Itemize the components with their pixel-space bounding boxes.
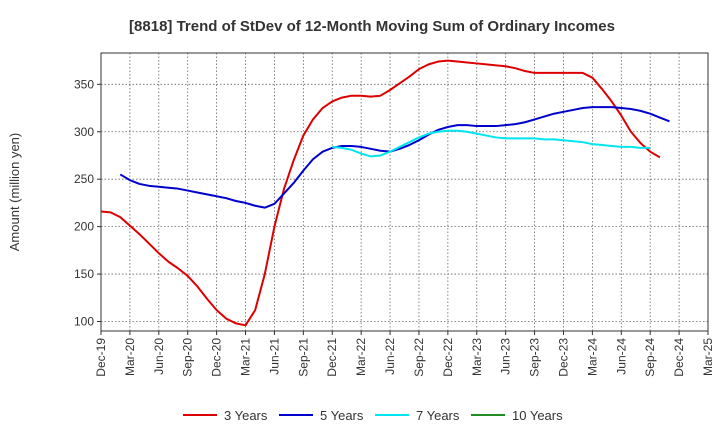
x-tick-label: Mar-23 [470,338,484,376]
plot-frame [100,52,709,332]
y-tick-label: 300 [74,125,94,139]
y-axis-label: Amount (million yen) [7,133,22,252]
series-lines [100,59,670,327]
x-tick-label: Dec-22 [441,338,455,377]
legend-label-0: 3 Years [224,408,268,423]
x-tick-label: Mar-20 [123,338,137,376]
x-tick-label: Dec-20 [210,338,224,377]
x-tick-label: Dec-23 [556,338,570,377]
x-tick-label: Mar-24 [585,338,599,376]
x-tick-label: Jun-21 [267,338,281,375]
y-axis-ticks: 100 150 200 250 300 350 [74,77,101,329]
y-tick-label: 350 [74,77,94,91]
grid [100,53,709,331]
x-axis-ticks: Dec-19 Mar-20 Jun-20 Sep-20 Dec-20 Mar-21 Jun-… [94,331,715,377]
y-tick-label: 200 [74,220,94,234]
x-tick-label: Jun-22 [383,338,397,375]
x-tick-label: Sep-23 [528,338,542,377]
series-line-2 [332,129,651,158]
legend-label-3: 10 Years [512,408,563,423]
x-tick-label: Dec-21 [325,338,339,377]
x-tick-label: Sep-21 [296,338,310,377]
y-tick-label: 100 [74,315,94,329]
legend-label-2: 7 Years [416,408,460,423]
x-tick-label: Mar-25 [701,338,715,376]
x-tick-label: Dec-19 [94,338,108,377]
x-tick-label: Sep-22 [412,338,426,377]
x-tick-label: Dec-24 [672,338,686,377]
legend: 3 Years 5 Years 7 Years 10 Years [183,408,563,423]
series-line-1 [119,106,670,209]
x-tick-label: Jun-24 [614,338,628,375]
series-line-0 [100,59,661,327]
chart-title: [8818] Trend of StDev of 12-Month Moving… [129,18,615,35]
legend-label-1: 5 Years [320,408,364,423]
y-tick-label: 250 [74,172,94,186]
x-tick-label: Jun-20 [152,338,166,375]
y-tick-label: 150 [74,267,94,281]
x-tick-label: Mar-22 [354,338,368,376]
x-tick-label: Sep-24 [643,338,657,377]
x-tick-label: Sep-20 [181,338,195,377]
x-tick-label: Jun-23 [499,338,513,375]
x-tick-label: Mar-21 [239,338,253,376]
